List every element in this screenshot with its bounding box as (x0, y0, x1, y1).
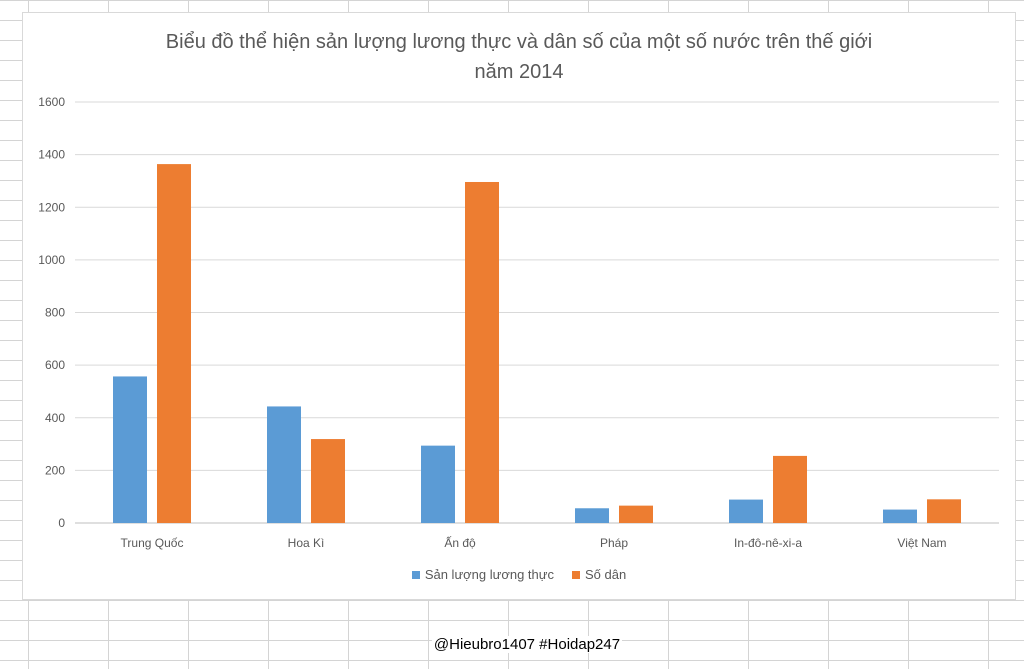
y-tick-label: 1000 (38, 253, 65, 267)
chart-frame: Biểu đồ thể hiện sản lượng lương thực và… (22, 12, 1016, 600)
x-tick-label: Trung Quốc (121, 536, 184, 550)
bar-so-dan (927, 499, 961, 523)
y-tick-label: 800 (45, 306, 65, 320)
bar-san-luong (421, 445, 455, 523)
bar-so-dan (773, 455, 807, 523)
x-tick-label: In-đô-nê-xi-a (734, 536, 802, 550)
legend-label-series-1: Sản lượng lương thực (424, 567, 554, 582)
bar-so-dan (465, 181, 499, 524)
legend-item-series-1: Sản lượng lương thực (411, 567, 554, 582)
bar-san-luong (575, 508, 609, 523)
chart-title-line-1: Biểu đồ thể hiện sản lượng lương thực và… (165, 31, 873, 53)
bar-so-dan (157, 164, 191, 523)
y-tick-label: 400 (45, 411, 65, 425)
y-tick-label: 200 (45, 463, 65, 477)
watermark: @Hieubro1407 #Hoidap247 (0, 636, 1024, 653)
plot-area: 0 200 400 600 800 1000 1200 1400 1600 Trung Quốc H… (38, 95, 999, 550)
chart-title: Biểu đồ thể hiện sản lượng lương thực và… (23, 27, 1015, 87)
bar-san-luong (267, 406, 301, 523)
bar-san-luong (883, 509, 917, 523)
y-tick-label: 1200 (38, 200, 65, 214)
bar-so-dan (619, 505, 653, 523)
bar-so-dan (311, 439, 345, 523)
y-tick-label: 1400 (38, 148, 65, 162)
x-tick-label: Ấn độ (444, 535, 476, 550)
chart-title-line-2: năm 2014 (474, 61, 564, 83)
x-tick-label: Pháp (600, 536, 628, 550)
x-tick-label: Việt Nam (897, 536, 946, 550)
x-tick-label: Hoa Kì (288, 536, 325, 550)
legend-label-series-2: Số dân (584, 567, 627, 582)
y-tick-label: 600 (45, 358, 65, 372)
watermark-text: @Hieubro1407 #Hoidap247 (431, 636, 623, 653)
bar-san-luong (729, 499, 763, 523)
legend: Sản lượng lương thực Số dân (23, 567, 1015, 582)
legend-swatch-series-1 (411, 570, 420, 579)
y-tick-label: 0 (58, 516, 65, 530)
y-tick-label: 1600 (38, 95, 65, 109)
bar-san-luong (113, 376, 147, 523)
legend-item-series-2: Số dân (571, 567, 627, 582)
legend-swatch-series-2 (571, 570, 580, 579)
